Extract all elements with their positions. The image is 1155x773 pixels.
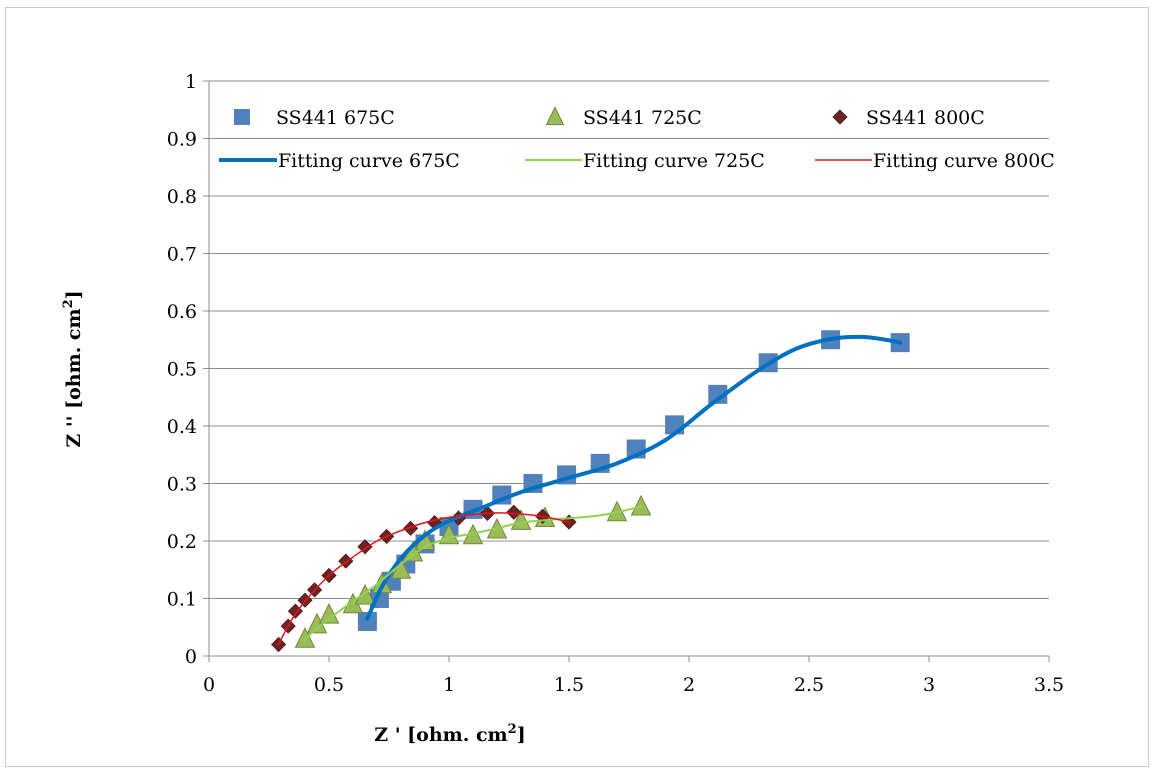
x-tick-label: 0 (203, 674, 215, 696)
point-ss441-675c (357, 612, 377, 631)
y-tick-label: 0.4 (167, 416, 197, 438)
fitting-curves (277, 334, 903, 646)
line-fitting-curve-675c (365, 334, 903, 621)
y-tick-label: 0.3 (167, 474, 197, 496)
y-tick-labels: 0 0.1 0.2 0.3 0.4 0.5 0.6 0.7 0.8 0.9 1 (167, 71, 197, 668)
x-tick-label: 0.5 (314, 674, 344, 696)
y-tick-label: 1 (185, 71, 197, 93)
legend-label-fitting-curve-800c: Fitting curve 800C (873, 150, 1055, 172)
legend: SS441 675C SS441 725C SS441 800C Fitting cu… (219, 106, 1055, 172)
axes (203, 80, 1050, 662)
x-tick-label: 3 (923, 674, 935, 696)
legend-marker-ss441-725c (545, 106, 565, 126)
legend-marker-ss441-800c (832, 109, 848, 125)
legend-marker-ss441-675c (234, 109, 250, 125)
legend-label-fitting-curve-725c: Fitting curve 725C (583, 150, 765, 172)
x-tick-label: 2.5 (794, 674, 824, 696)
gridlines (209, 80, 1049, 599)
line-fitting-curve-800c (277, 512, 570, 646)
y-tick-label: 0.5 (167, 359, 197, 381)
y-tick-label: 0.8 (167, 186, 197, 208)
y-tick-label: 0 (185, 646, 197, 668)
point-ss441-725c (354, 583, 376, 605)
point-ss441-725c (318, 602, 340, 624)
x-tick-label: 1.5 (554, 674, 584, 696)
legend-label-ss441-725c: SS441 725C (583, 107, 702, 129)
x-tick-label: 1 (443, 674, 455, 696)
legend-label-fitting-curve-675c: Fitting curve 675C (278, 150, 460, 172)
y-tick-label: 0.9 (167, 129, 197, 151)
y-tick-label: 0.1 (167, 589, 197, 611)
data-markers (271, 330, 910, 653)
line-fitting-curve-725c (304, 505, 642, 640)
y-tick-label: 0.2 (167, 531, 197, 553)
point-ss441-725c (510, 509, 532, 530)
legend-label-ss441-800c: SS441 800C (866, 107, 985, 129)
x-tick-label: 2 (683, 674, 695, 696)
y-tick-label: 0.6 (167, 301, 197, 323)
x-tick-label: 3.5 (1034, 674, 1064, 696)
x-axis-title: Z ' [ohm. cm2] (374, 722, 525, 746)
chart-frame: 0 0.1 0.2 0.3 0.4 0.5 0.6 0.7 0.8 0.9 1 0 0.5 1 1.5 2 2… (5, 7, 1149, 767)
x-tick-labels: 0 0.5 1 1.5 2 2.5 3 3.5 (203, 674, 1064, 696)
y-axis-title: Z '' [ohm. cm2] (61, 290, 85, 447)
chart-svg: 0 0.1 0.2 0.3 0.4 0.5 0.6 0.7 0.8 0.9 1 0 0.5 1 1.5 2 2… (61, 71, 1064, 746)
y-tick-label: 0.7 (167, 244, 197, 266)
legend-label-ss441-675c: SS441 675C (276, 107, 395, 129)
point-ss441-800c (506, 504, 522, 520)
